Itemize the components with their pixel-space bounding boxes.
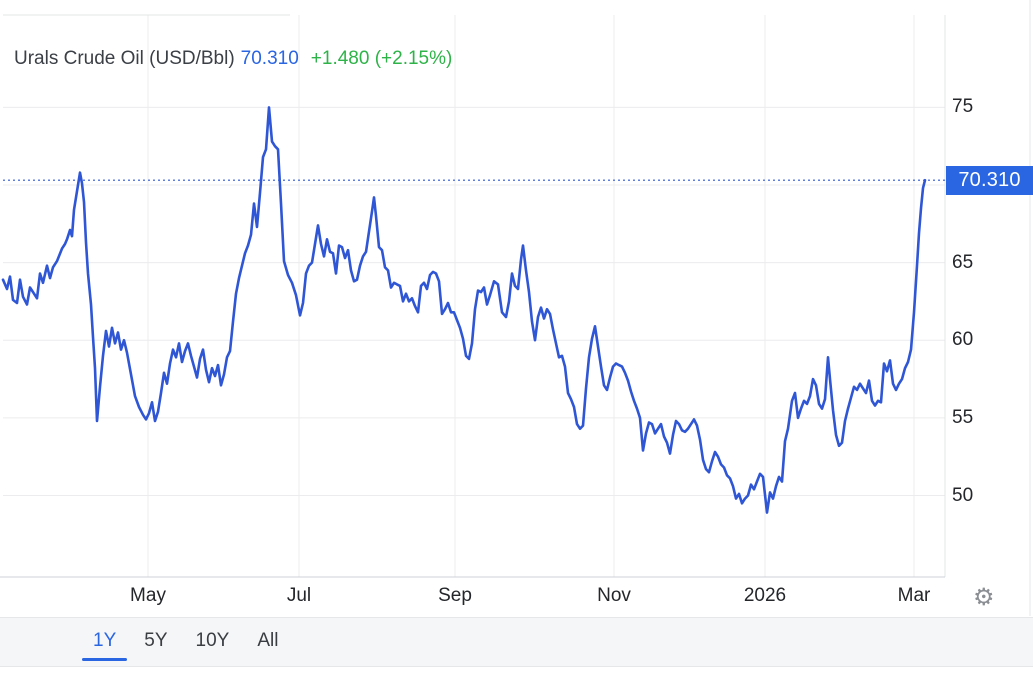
range-tab-all[interactable]: All [257, 630, 279, 651]
chart-header: Urals Crude Oil (USD/Bbl) 70.310 +1.480 (+… [14, 48, 452, 70]
x-tick-label: May [130, 585, 166, 606]
y-tick-label: 65 [952, 251, 974, 273]
current-price: 70.310 [240, 48, 299, 69]
range-tabs: 1Y 5Y 10Y All [81, 630, 279, 661]
y-tick-label: 75 [952, 96, 974, 118]
footer-bar: 1Y 5Y 10Y All [0, 617, 1033, 667]
range-tab-10y[interactable]: 10Y [195, 630, 230, 651]
y-tick-label: 60 [952, 329, 974, 351]
price-line-series[interactable] [1, 106, 927, 514]
x-tick-label: Nov [597, 585, 631, 606]
price-change: +1.480 (+2.15%) [310, 48, 453, 69]
x-tick-label: Mar [897, 585, 931, 606]
chart-title: Urals Crude Oil (USD/Bbl) [14, 48, 235, 69]
y-tick-label: 55 [952, 406, 974, 428]
last-price-badge: 70.310 [946, 165, 1033, 195]
range-tab-5y[interactable]: 5Y [144, 630, 168, 651]
y-tick-label: 50 [952, 484, 974, 506]
range-tab-1y[interactable]: 1Y [81, 630, 128, 661]
chart-svg[interactable] [0, 0, 1033, 620]
x-tick-label: 2026 [743, 585, 787, 606]
x-tick-label: Jul [286, 585, 312, 606]
x-tick-label: Sep [438, 585, 472, 606]
settings-icon[interactable]: ⚙ [973, 583, 995, 611]
